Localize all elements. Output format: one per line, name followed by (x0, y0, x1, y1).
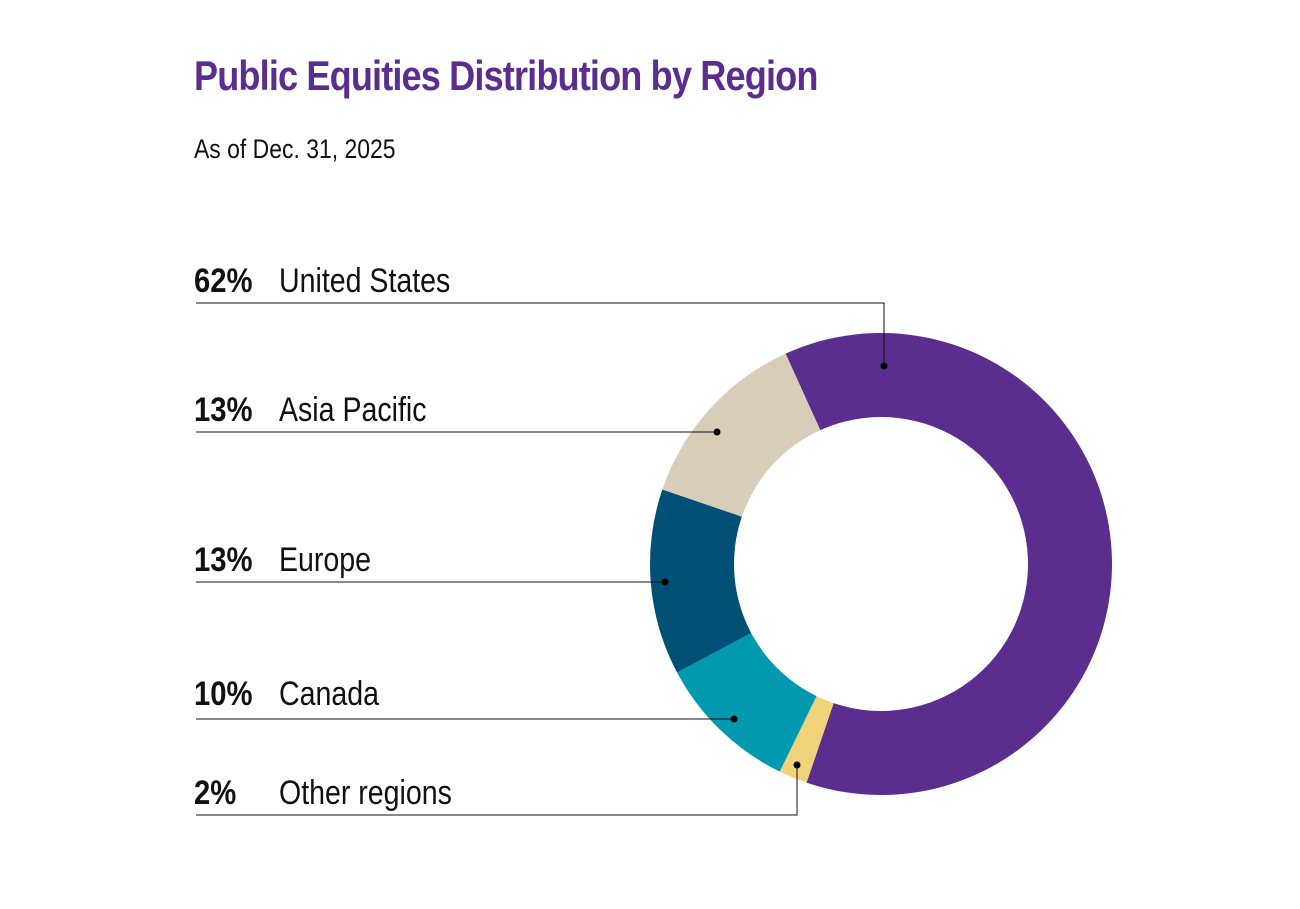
value-label-asia-pacific: 13% (194, 390, 252, 429)
leader-dot-europe (661, 578, 669, 586)
leader-dot-other-regions (793, 761, 801, 769)
leader-dot-asia-pacific (713, 428, 721, 436)
leader-dot-united-states (880, 362, 888, 370)
chart-title: Public Equities Distribution by Region (194, 52, 818, 99)
value-label-other-regions: 2% (194, 773, 236, 812)
leader-line-other-regions (196, 765, 798, 816)
slice-united-states (785, 332, 1112, 795)
value-label-united-states: 62% (194, 261, 252, 300)
category-label-europe: Europe (279, 541, 371, 579)
category-label-canada: Canada (279, 675, 379, 713)
slice-europe (650, 489, 752, 673)
slice-asia-pacific (662, 353, 821, 517)
slice-canada (677, 633, 817, 772)
category-label-united-states: United States (279, 262, 450, 300)
value-label-canada: 10% (194, 674, 252, 713)
value-label-europe: 13% (194, 540, 252, 579)
category-label-asia-pacific: Asia Pacific (279, 391, 427, 429)
slice-other-regions (779, 696, 834, 783)
chart-subtitle: As of Dec. 31, 2025 (194, 134, 396, 164)
category-label-other-regions: Other regions (279, 774, 452, 812)
leader-dot-canada (730, 715, 738, 723)
leader-line-united-states (196, 302, 885, 366)
